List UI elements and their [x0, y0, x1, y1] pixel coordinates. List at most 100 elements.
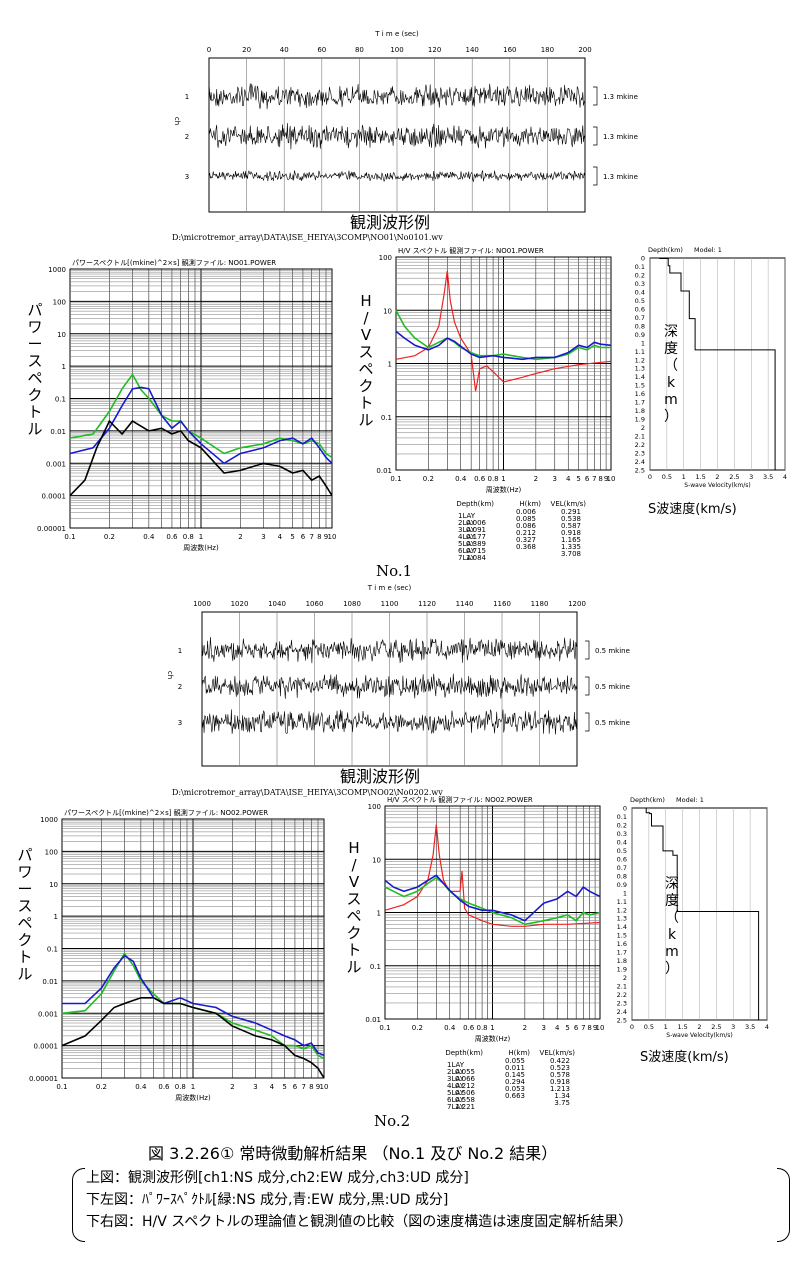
x-tick-label: 10 [607, 475, 616, 483]
y-axis-label-char: / [363, 309, 369, 327]
layer-thickness: 0.053 [505, 1085, 525, 1093]
layer-depth: 0.091 [466, 526, 486, 534]
v-tick-label: 3 [749, 473, 753, 481]
y-tick-label: 0.00001 [29, 1075, 58, 1083]
x-tick-label: 9 [324, 533, 328, 541]
depth-label-char: k [668, 927, 677, 943]
v-tick-label: 3 [731, 1023, 735, 1031]
x-tick-label: 8 [587, 1024, 591, 1032]
y-axis-label-char: ス [27, 352, 42, 370]
y-tick-label: 0.1 [381, 414, 392, 422]
waveform-chart-no1: 0 20 40 60 80 100 120 140 160 180 200 T i m e (sec)… [173, 30, 638, 213]
x-tick-label: 7 [581, 1024, 585, 1032]
depth-tick-label: 0 [641, 255, 645, 263]
y-tick-label: 0.01 [365, 1016, 381, 1024]
panel-label-no2: No.2 [374, 1112, 411, 1130]
y-tick-label: 100 [53, 298, 66, 306]
waveform-trace [201, 636, 577, 664]
y-tick-label: 1 [388, 361, 392, 369]
left-brace [72, 1168, 85, 1242]
y-axis-label-char: H [360, 292, 371, 310]
series-line [69, 419, 333, 497]
layer-thickness: 0.086 [516, 522, 537, 530]
depth-tick-label: 0.7 [635, 314, 645, 322]
y-tick-label: 0.00001 [37, 525, 66, 533]
depth-tick-label: 1.8 [617, 957, 627, 965]
depth-label-char: k [667, 375, 676, 391]
v-tick-label: 2.5 [729, 473, 739, 481]
series-line [69, 386, 333, 465]
scale-bracket [585, 676, 590, 696]
layer-depth: 0.212 [455, 1082, 475, 1090]
depth-tick-label: 0.2 [617, 821, 627, 829]
y-tick-label: 0.1 [55, 396, 66, 404]
series-line [384, 876, 601, 926]
depth-tick-label: 2.2 [635, 441, 645, 449]
y-tick-label: 10 [383, 307, 392, 315]
x-tick-label: 0.8 [183, 533, 194, 541]
depth-label-char: 度 [664, 341, 678, 357]
x-tick-label: 6 [301, 533, 306, 541]
series-line [69, 373, 333, 459]
right-brace [777, 1168, 790, 1242]
layer-velocity: 0.918 [550, 1078, 570, 1086]
y-axis-label-char: H [348, 839, 359, 857]
layer-name: 5LAY [447, 1089, 465, 1097]
x-tick-label: 1 [191, 1083, 195, 1091]
x-tick-label: 9 [593, 1024, 597, 1032]
layer-name: 4LAY [458, 533, 476, 541]
depth-tick-label: 1.1 [617, 898, 627, 906]
v-tick-label: 0 [630, 1023, 634, 1031]
x-tick-label: 0.6 [474, 475, 486, 483]
layer-thickness: 0.011 [505, 1064, 525, 1072]
layer-velocity: 0.291 [561, 508, 581, 516]
waveform-trace [208, 169, 586, 183]
y-axis-label-char: ク [346, 924, 361, 942]
y-axis-label-char: V [361, 326, 372, 344]
time-tick-label: 160 [503, 46, 516, 54]
depth-label-char: 深 [664, 324, 678, 340]
x-tick-label: 4 [555, 1024, 560, 1032]
scale-label: 1.3 mkine [603, 93, 638, 101]
depth-tick-label: 0.4 [635, 288, 645, 296]
chart-header: H/V スペクトル 観測ファイル: NO02.POWER [387, 795, 533, 804]
time-tick-label: 1040 [268, 600, 286, 608]
series-line [62, 954, 325, 1057]
series-line [61, 997, 325, 1079]
x-tick-label: 3 [253, 1083, 257, 1091]
y-axis-label-char: ト [346, 941, 361, 959]
time-tick-label: 100 [390, 46, 403, 54]
y-axis-label-char: / [351, 856, 357, 874]
waveform-chart-no2: 1000 1020 1040 1060 1080 1100 1120 1140 1160 1180… [166, 584, 630, 767]
v-tick-label: 0.5 [644, 1023, 654, 1031]
depth-tick-label: 0.6 [635, 305, 645, 313]
depth-tick-label: 1.9 [617, 966, 627, 974]
depth-tick-label: 1.2 [635, 356, 645, 364]
time-tick-label: 1120 [418, 600, 436, 608]
v-tick-label: 4 [783, 473, 787, 481]
waveform-trace [208, 83, 586, 110]
depth-axis-header: Depth(km) [630, 796, 665, 804]
depth-tick-label: 1.7 [617, 949, 627, 957]
depth-tick-label: 2 [623, 974, 627, 982]
x-axis-label: 周波数(Hz) [175, 1093, 211, 1102]
depth-label-char: 深 [665, 876, 679, 892]
waveform-caption: 観測波形例 [350, 213, 431, 232]
x-tick-label: 0.1 [379, 1024, 390, 1032]
layer-thickness: 0.663 [505, 1092, 525, 1100]
x-tick-label: 0.8 [175, 1083, 186, 1091]
time-tick-label: 20 [242, 46, 251, 54]
velocity-structure-no2: 0 0.5 1 1.5 2 2.5 3 3.5 400.10.20.30.40.50.60.70… [617, 796, 769, 1039]
layer-name: 5LAY [458, 540, 476, 548]
waveform-file-path: D:\microtremor_array\DATA\ISE_HEIYA\3COM… [172, 233, 443, 242]
depth-tick-label: 1.5 [617, 932, 627, 940]
layer-depth: 0.389 [466, 540, 486, 548]
y-tick-label: 10 [372, 856, 381, 864]
depth-tick-label: 1.9 [635, 416, 645, 424]
x-tick-label: 0.6 [166, 533, 178, 541]
x-tick-label: 8 [317, 533, 321, 541]
depth-tick-label: 2.5 [635, 467, 645, 475]
y-axis-label-char: ペ [358, 360, 373, 378]
x-tick-label: 0.6 [158, 1083, 170, 1091]
